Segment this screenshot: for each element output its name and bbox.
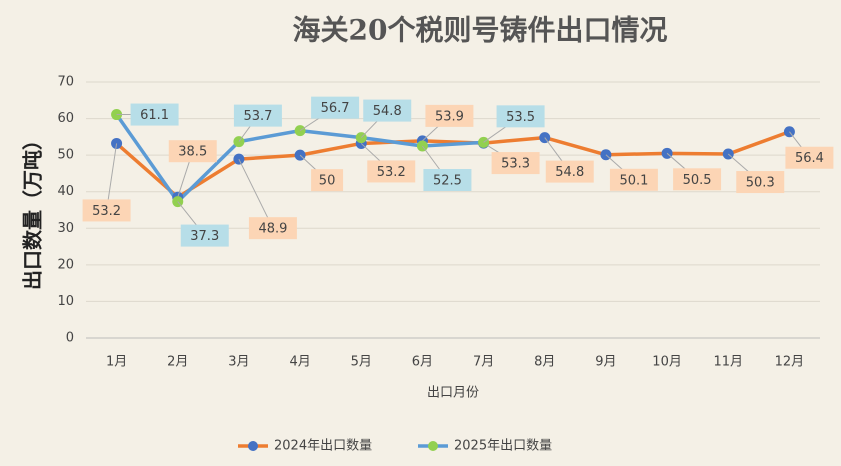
data-label: 53.2: [92, 204, 121, 219]
x-tick-label: 11月: [713, 355, 743, 370]
data-label: 53.3: [501, 157, 530, 172]
label-box: [311, 169, 344, 192]
data-label: 37.3: [190, 229, 219, 244]
label-box: [82, 199, 131, 222]
y-tick-label: 50: [57, 148, 74, 163]
label-box: [180, 224, 229, 247]
leader-line: [106, 143, 118, 211]
x-tick-label: 6月: [412, 355, 433, 370]
x-tick-label: 8月: [534, 355, 555, 370]
label-box: [496, 105, 545, 128]
y-tick-label: 10: [57, 294, 74, 309]
label-box: [233, 104, 282, 127]
label-box: [673, 168, 722, 191]
y-tick-label: 30: [57, 221, 74, 236]
data-label: 56.7: [321, 101, 350, 116]
data-label: 50.3: [746, 176, 775, 191]
x-tick-label: 1月: [106, 355, 127, 370]
label-box: [363, 99, 412, 122]
legend-label: 2024年出口数量: [274, 439, 372, 454]
x-tick-label: 9月: [595, 355, 616, 370]
data-label: 53.2: [377, 165, 406, 180]
x-tick-label: 4月: [289, 355, 310, 370]
legend-marker: [428, 441, 438, 451]
label-box: [491, 152, 540, 175]
data-label: 52.5: [433, 174, 462, 189]
y-tick-label: 20: [57, 257, 74, 272]
data-label: 53.9: [435, 109, 464, 124]
data-label: 53.5: [506, 110, 535, 125]
series-line: [115, 130, 791, 199]
data-label: 50: [319, 174, 336, 189]
x-tick-label: 3月: [228, 355, 249, 370]
label-box: [423, 169, 472, 191]
x-tick-label: 10月: [652, 355, 682, 370]
y-tick-label: 40: [57, 184, 74, 199]
label-box: [425, 104, 474, 127]
y-tick-label: 70: [57, 75, 74, 90]
data-label: 61.1: [140, 108, 169, 123]
data-label: 54.8: [555, 165, 584, 180]
leader-line: [238, 158, 274, 229]
x-tick-label: 5月: [351, 355, 372, 370]
data-label: 54.8: [373, 104, 402, 119]
x-tick-label: 2月: [167, 355, 188, 370]
label-box: [168, 140, 217, 163]
label-box: [736, 171, 785, 194]
data-label: 38.5: [178, 145, 207, 160]
label-box: [785, 146, 834, 169]
label-box: [367, 160, 416, 183]
x-tick-label: 7月: [473, 355, 494, 370]
data-label: 53.7: [243, 109, 272, 124]
label-box: [130, 103, 179, 126]
legend-marker: [248, 441, 258, 451]
data-label: 50.1: [619, 173, 648, 188]
y-tick-label: 0: [66, 331, 74, 346]
label-box: [248, 217, 297, 240]
y-tick-label: 60: [57, 111, 74, 126]
data-label: 50.5: [683, 173, 712, 188]
label-box: [609, 168, 658, 191]
x-tick-label: 12月: [775, 355, 805, 370]
label-box: [311, 96, 360, 119]
data-label: 48.9: [258, 222, 287, 237]
data-label: 56.4: [795, 151, 824, 166]
chart-title: 海关20个税则号铸件出口情况: [293, 14, 668, 47]
y-axis-label: 出口数量（万吨）: [21, 130, 45, 290]
label-box: [545, 160, 594, 183]
legend-label: 2025年出口数量: [454, 439, 552, 454]
x-axis-label: 出口月份: [427, 386, 479, 401]
